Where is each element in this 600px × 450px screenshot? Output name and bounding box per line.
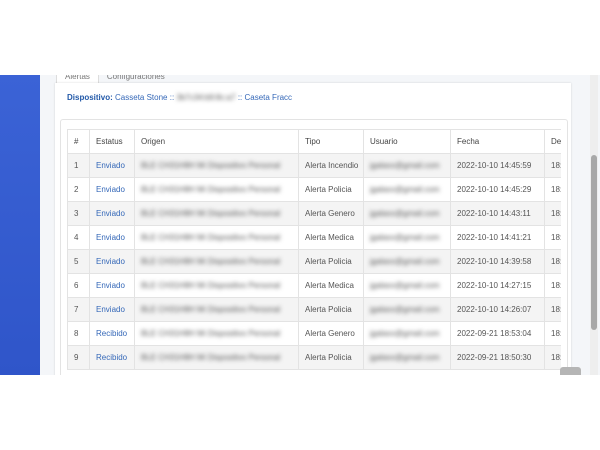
table-cell: 6 <box>67 273 90 298</box>
column-header: Tipo <box>298 129 364 154</box>
table-cell: 18: <box>544 177 561 202</box>
table-cell: Alerta Policia <box>298 177 364 202</box>
device-label: Dispositivo: <box>67 93 113 102</box>
table-cell: jgalaxx@gmail.com <box>363 321 451 346</box>
table-cell: Alerta Policia <box>298 249 364 274</box>
table-cell: Enviado <box>89 297 135 322</box>
table-cell: 2022-09-21 18:53:04 <box>450 321 545 346</box>
table-cell: Alerta Incendio <box>298 153 364 178</box>
card: Dispositivo: Casseta Stone :: 3b7c34:b9:… <box>55 83 571 375</box>
table-cell: Alerta Policia <box>298 297 364 322</box>
table-cell: 2022-10-10 14:27:15 <box>450 273 545 298</box>
table-cell: jgalaxx@gmail.com <box>363 345 451 370</box>
table-cell: BLE CH31H8H Mi Dispositivo Personal <box>134 177 299 202</box>
table-cell: 2022-10-10 14:39:58 <box>450 249 545 274</box>
table-cell: BLE CH31H8H Mi Dispositivo Personal <box>134 345 299 370</box>
table-cell: 2022-10-10 14:45:59 <box>450 153 545 178</box>
table-cell: 18: <box>544 297 561 322</box>
table-row: 1 Enviado BLE CH31H8H Mi Dispositivo Perso… <box>67 153 561 178</box>
table-cell: BLE CH31H8H Mi Dispositivo Personal <box>134 273 299 298</box>
scroll-thumb[interactable] <box>591 155 597 330</box>
alerts-table: # Estatus Origen Tipo Usuario Fecha De 1 Enviad… <box>67 129 561 370</box>
table-cell: 2022-09-21 18:50:30 <box>450 345 545 370</box>
column-header: Origen <box>134 129 299 154</box>
table-card: # Estatus Origen Tipo Usuario Fecha De 1 Enviad… <box>60 119 568 375</box>
table-body: 1 Enviado BLE CH31H8H Mi Dispositivo Perso… <box>67 153 561 370</box>
table-cell: 1 <box>67 153 90 178</box>
table-cell: BLE CH31H8H Mi Dispositivo Personal <box>134 321 299 346</box>
table-cell: Enviado <box>89 273 135 298</box>
table-cell: BLE CH31H8H Mi Dispositivo Personal <box>134 297 299 322</box>
table-row: 3 Enviado BLE CH31H8H Mi Dispositivo Perso… <box>67 201 561 226</box>
table-cell: BLE CH31H8H Mi Dispositivo Personal <box>134 249 299 274</box>
table-cell: 5 <box>67 249 90 274</box>
table-cell: 4 <box>67 225 90 250</box>
table-cell: 18: <box>544 201 561 226</box>
table-cell: jgalaxx@gmail.com <box>363 177 451 202</box>
scroll-button[interactable] <box>560 367 581 375</box>
table-cell: 2022-10-10 14:41:21 <box>450 225 545 250</box>
device-name: Casseta Stone :: <box>115 93 175 102</box>
table-cell: jgalaxx@gmail.com <box>363 153 451 178</box>
table-cell: 3 <box>67 201 90 226</box>
column-header: # <box>67 129 90 154</box>
table-cell: Alerta Medica <box>298 273 364 298</box>
table-row: 9 Recibido BLE CH31H8H Mi Dispositivo Pers… <box>67 345 561 370</box>
tab[interactable]: Configuraciones <box>106 75 165 81</box>
screenshot: Alertas Configuraciones Dispositivo: Cass… <box>0 75 600 375</box>
table-cell: 8 <box>67 321 90 346</box>
table-cell: 18: <box>544 153 561 178</box>
device-line: Dispositivo: Casseta Stone :: 3b7c34:b9:… <box>67 93 292 102</box>
table-cell: 2022-10-10 14:43:11 <box>450 201 545 226</box>
table-cell: 18: <box>544 249 561 274</box>
tabs: Alertas Configuraciones <box>56 75 173 83</box>
table-row: 7 Enviado BLE CH31H8H Mi Dispositivo Perso… <box>67 297 561 322</box>
table-cell: 18: <box>544 273 561 298</box>
table-cell: 9 <box>67 345 90 370</box>
column-header: Usuario <box>363 129 451 154</box>
table-cell: Enviado <box>89 177 135 202</box>
table-row: 2 Enviado BLE CH31H8H Mi Dispositivo Perso… <box>67 177 561 202</box>
table-cell: Enviado <box>89 201 135 226</box>
table-cell: Enviado <box>89 153 135 178</box>
tab[interactable]: Alertas <box>56 75 99 83</box>
column-header: De <box>544 129 561 154</box>
table-cell: 18: <box>544 321 561 346</box>
sidebar <box>0 75 40 375</box>
table-row: 4 Enviado BLE CH31H8H Mi Dispositivo Perso… <box>67 225 561 250</box>
header-row: # Estatus Origen Tipo Usuario Fecha De <box>67 129 561 154</box>
table-cell: 18: <box>544 345 561 370</box>
device-place: :: Caseta Fracc <box>237 93 293 102</box>
column-header: Fecha <box>450 129 545 154</box>
table-cell: Alerta Medica <box>298 225 364 250</box>
table-cell: jgalaxx@gmail.com <box>363 249 451 274</box>
table-cell: Alerta Genero <box>298 201 364 226</box>
table-cell: Enviado <box>89 249 135 274</box>
table-cell: jgalaxx@gmail.com <box>363 297 451 322</box>
table-row: 5 Enviado BLE CH31H8H Mi Dispositivo Perso… <box>67 249 561 274</box>
table-cell: 7 <box>67 297 90 322</box>
table-cell: 2022-10-10 14:26:07 <box>450 297 545 322</box>
table-cell: jgalaxx@gmail.com <box>363 201 451 226</box>
table-row: 8 Recibido BLE CH31H8H Mi Dispositivo Pers… <box>67 321 561 346</box>
table-cell: BLE CH31H8H Mi Dispositivo Personal <box>134 225 299 250</box>
device-id: 3b7c34:b9:8c:a7 <box>176 93 236 102</box>
column-header: Estatus <box>89 129 135 154</box>
table-cell: 2 <box>67 177 90 202</box>
table-cell: jgalaxx@gmail.com <box>363 273 451 298</box>
table-cell: Alerta Policia <box>298 345 364 370</box>
table-cell: BLE CH31H8H Mi Dispositivo Personal <box>134 201 299 226</box>
table-cell: Recibido <box>89 321 135 346</box>
table-row: 6 Enviado BLE CH31H8H Mi Dispositivo Perso… <box>67 273 561 298</box>
table-scroll: # Estatus Origen Tipo Usuario Fecha De 1 Enviad… <box>67 129 561 375</box>
table-cell: BLE CH31H8H Mi Dispositivo Personal <box>134 153 299 178</box>
table-cell: Recibido <box>89 345 135 370</box>
table-cell: 2022-10-10 14:45:29 <box>450 177 545 202</box>
table-cell: 18: <box>544 225 561 250</box>
table-cell: jgalaxx@gmail.com <box>363 225 451 250</box>
table-cell: Enviado <box>89 225 135 250</box>
table-cell: Alerta Genero <box>298 321 364 346</box>
